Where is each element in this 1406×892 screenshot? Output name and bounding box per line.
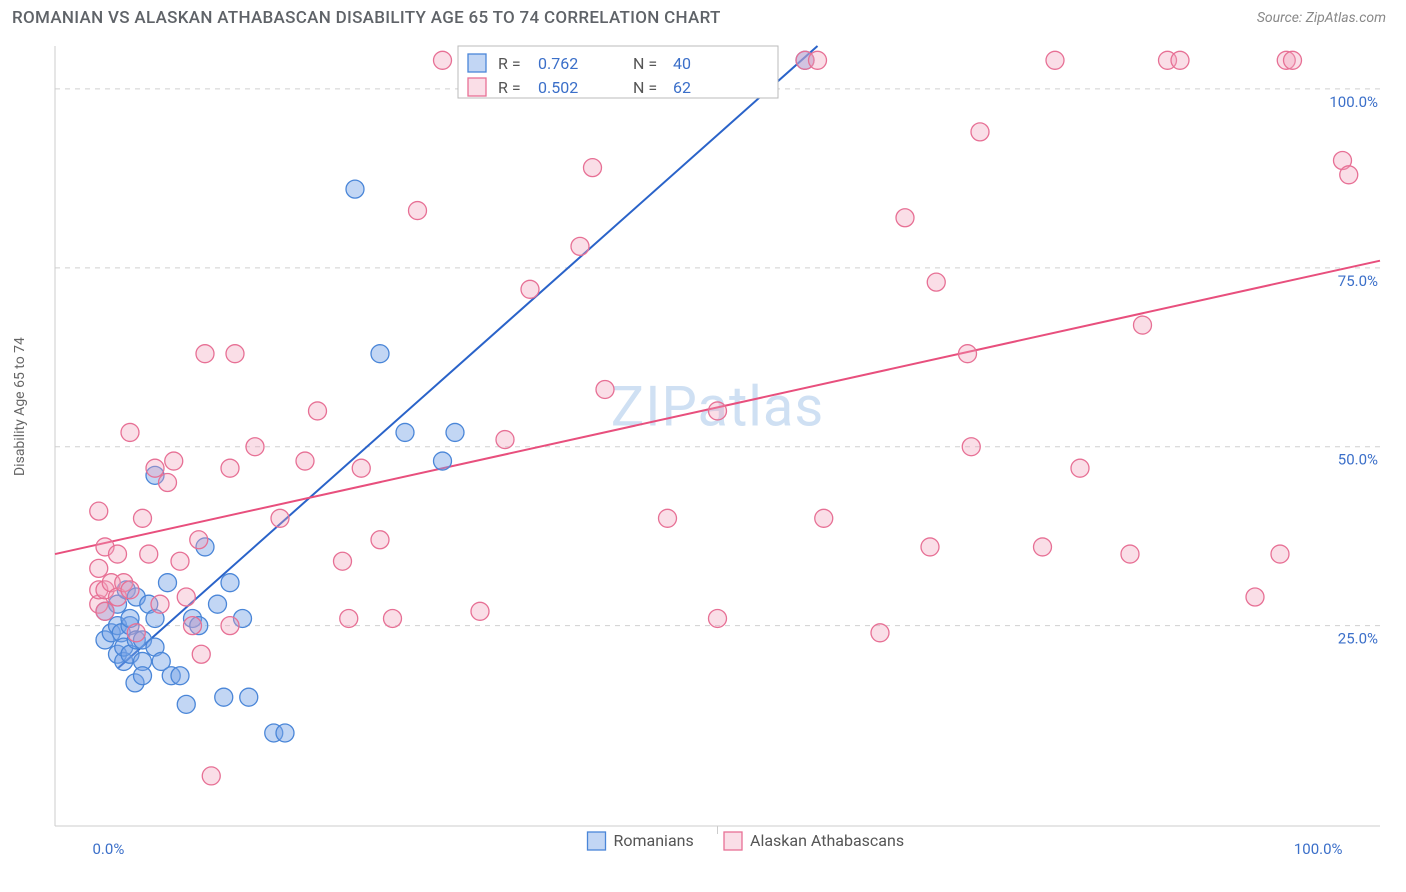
svg-text:Alaskan Athabascans: Alaskan Athabascans xyxy=(750,831,904,850)
data-point xyxy=(271,509,289,527)
data-point xyxy=(221,617,239,635)
data-point xyxy=(246,438,264,456)
data-point xyxy=(1340,166,1358,184)
svg-text:N =: N = xyxy=(633,54,657,73)
data-point xyxy=(409,202,427,220)
chart-title: ROMANIAN VS ALASKAN ATHABASCAN DISABILIT… xyxy=(12,8,721,28)
data-point xyxy=(971,123,989,141)
data-point xyxy=(596,380,614,398)
data-point xyxy=(709,609,727,627)
data-point xyxy=(240,688,258,706)
data-point xyxy=(871,624,889,642)
correlation-scatter-chart: 25.0%50.0%75.0%100.0%ZIPatlasDisability … xyxy=(0,36,1406,886)
svg-text:40: 40 xyxy=(673,54,691,73)
data-point xyxy=(177,695,195,713)
data-point xyxy=(221,574,239,592)
data-point xyxy=(434,452,452,470)
data-point xyxy=(151,595,169,613)
data-point xyxy=(209,595,227,613)
svg-text:25.0%: 25.0% xyxy=(1338,630,1378,648)
svg-text:N =: N = xyxy=(633,78,657,97)
chart-container: 25.0%50.0%75.0%100.0%ZIPatlasDisability … xyxy=(0,36,1406,886)
data-point xyxy=(171,552,189,570)
data-point xyxy=(159,574,177,592)
data-point xyxy=(659,509,677,527)
data-point xyxy=(1034,538,1052,556)
svg-text:Disability Age 65 to 74: Disability Age 65 to 74 xyxy=(12,337,28,476)
data-point xyxy=(121,581,139,599)
data-point xyxy=(921,538,939,556)
data-point xyxy=(471,602,489,620)
data-point xyxy=(709,402,727,420)
svg-text:0.0%: 0.0% xyxy=(93,840,125,858)
svg-text:50.0%: 50.0% xyxy=(1338,451,1378,469)
data-point xyxy=(809,51,827,69)
data-point xyxy=(521,280,539,298)
data-point xyxy=(1071,459,1089,477)
svg-text:100.0%: 100.0% xyxy=(1294,840,1343,858)
svg-text:100.0%: 100.0% xyxy=(1329,93,1378,111)
data-point xyxy=(226,345,244,363)
chart-source: Source: ZipAtlas.com xyxy=(1257,10,1386,26)
data-point xyxy=(90,502,108,520)
data-point xyxy=(1134,316,1152,334)
data-point xyxy=(177,588,195,606)
svg-text:R =: R = xyxy=(498,78,521,97)
svg-text:0.762: 0.762 xyxy=(538,54,578,73)
data-point xyxy=(171,667,189,685)
data-point xyxy=(384,609,402,627)
data-point xyxy=(190,531,208,549)
data-point xyxy=(434,51,452,69)
data-point xyxy=(140,545,158,563)
data-point xyxy=(96,602,114,620)
data-point xyxy=(192,645,210,663)
data-point xyxy=(446,423,464,441)
data-point xyxy=(134,667,152,685)
data-point xyxy=(571,237,589,255)
svg-text:R =: R = xyxy=(498,54,521,73)
data-point xyxy=(276,724,294,742)
data-point xyxy=(146,459,164,477)
data-point xyxy=(109,545,127,563)
data-point xyxy=(962,438,980,456)
svg-text:Romanians: Romanians xyxy=(614,831,694,850)
data-point xyxy=(196,345,214,363)
data-point xyxy=(371,345,389,363)
data-point xyxy=(309,402,327,420)
data-point xyxy=(896,209,914,227)
data-point xyxy=(121,423,139,441)
svg-text:62: 62 xyxy=(673,78,691,97)
data-point xyxy=(127,624,145,642)
data-point xyxy=(496,431,514,449)
data-point xyxy=(134,509,152,527)
data-point xyxy=(396,423,414,441)
data-point xyxy=(202,767,220,785)
data-point xyxy=(959,345,977,363)
data-point xyxy=(296,452,314,470)
data-point xyxy=(1046,51,1064,69)
data-point xyxy=(352,459,370,477)
data-point xyxy=(184,617,202,635)
data-point xyxy=(1121,545,1139,563)
data-point xyxy=(334,552,352,570)
chart-header: ROMANIAN VS ALASKAN ATHABASCAN DISABILIT… xyxy=(0,0,1406,36)
data-point xyxy=(371,531,389,549)
data-point xyxy=(215,688,233,706)
data-point xyxy=(340,609,358,627)
data-point xyxy=(1246,588,1264,606)
data-point xyxy=(1171,51,1189,69)
data-point xyxy=(346,180,364,198)
data-point xyxy=(927,273,945,291)
data-point xyxy=(221,459,239,477)
data-point xyxy=(1284,51,1302,69)
data-point xyxy=(90,559,108,577)
svg-text:0.502: 0.502 xyxy=(538,78,578,97)
data-point xyxy=(1271,545,1289,563)
svg-text:75.0%: 75.0% xyxy=(1338,272,1378,290)
data-point xyxy=(159,474,177,492)
data-point xyxy=(584,159,602,177)
data-point xyxy=(815,509,833,527)
data-point xyxy=(165,452,183,470)
